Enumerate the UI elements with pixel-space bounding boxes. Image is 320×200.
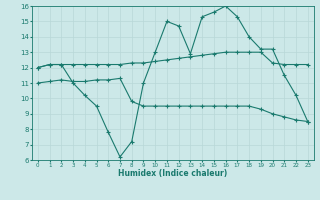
X-axis label: Humidex (Indice chaleur): Humidex (Indice chaleur) bbox=[118, 169, 228, 178]
